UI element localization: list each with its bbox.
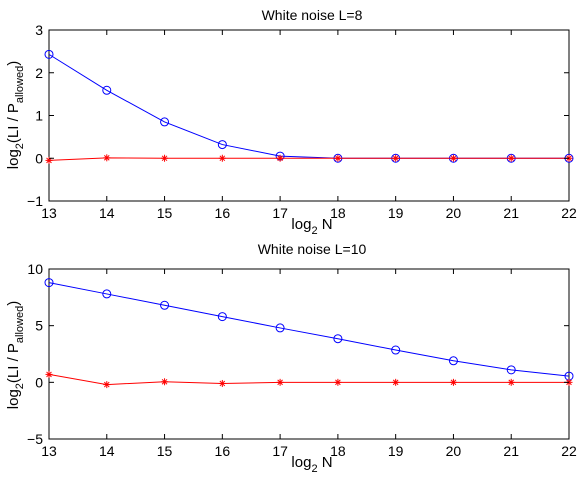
x-tick-label: 16 xyxy=(215,443,231,459)
series-2-point xyxy=(392,154,400,162)
series-1-point xyxy=(217,140,227,150)
y-tick-label: 5 xyxy=(35,318,43,334)
series-2-point xyxy=(276,378,284,386)
y-tick-label: 0 xyxy=(35,374,43,390)
x-tick-label: 21 xyxy=(503,205,519,221)
series-2-line xyxy=(48,373,569,386)
series-1-point xyxy=(102,289,112,299)
series-1-point xyxy=(391,345,401,355)
x-tick-label: 15 xyxy=(157,205,173,221)
series-2-point xyxy=(507,154,515,162)
y-tick-label: 10 xyxy=(27,261,43,277)
y-tick-label: 3 xyxy=(35,22,43,38)
series-2-point xyxy=(103,381,111,389)
subplot-2-xlabel: log2 N xyxy=(291,454,332,475)
y-tick-label: 1 xyxy=(35,108,43,124)
series-1-point xyxy=(160,117,170,127)
series-2-point xyxy=(392,378,400,386)
subplot-2-title: White noise L=10 xyxy=(258,241,367,257)
series-1-point xyxy=(102,85,112,95)
x-tick-label: 14 xyxy=(99,205,115,221)
x-tick-label: 22 xyxy=(561,205,577,221)
series-2-point xyxy=(334,154,342,162)
subplot-1-ylabel: log2(LI / Pallowed) xyxy=(5,61,26,169)
series-2-point xyxy=(218,154,226,162)
y-tick-label: −5 xyxy=(27,431,43,447)
series-1-line xyxy=(48,53,569,159)
series-1-point xyxy=(160,300,170,310)
series-1-point xyxy=(217,312,227,322)
subplot-1-xlabel: log2 N xyxy=(291,216,332,237)
x-tick-label: 21 xyxy=(503,443,519,459)
subplot-1-title: White noise L=8 xyxy=(262,7,363,23)
x-tick-label: 18 xyxy=(330,205,346,221)
y-tick-label: 0 xyxy=(35,150,43,166)
series-2-point xyxy=(334,378,342,386)
series-2-point xyxy=(276,154,284,162)
y-tick-label: 2 xyxy=(35,65,43,81)
series-1-point xyxy=(333,334,343,344)
series-1-point xyxy=(44,49,54,59)
x-tick-label: 14 xyxy=(99,443,115,459)
subplot-1: White noise L=8 13 14 15 16 17 18 19 20 21 22−101… xyxy=(5,7,577,237)
subplot-2-axes-box xyxy=(48,268,570,440)
series-1-point xyxy=(44,278,54,288)
x-tick-label: 18 xyxy=(330,443,346,459)
x-tick-label: 15 xyxy=(157,443,173,459)
series-1-line xyxy=(48,282,570,377)
x-tick-label: 17 xyxy=(272,205,288,221)
series-1-point xyxy=(506,365,516,375)
x-tick-label: 20 xyxy=(446,205,462,221)
x-tick-label: 19 xyxy=(388,443,404,459)
x-tick-label: 22 xyxy=(561,443,577,459)
x-tick-label: 13 xyxy=(41,205,57,221)
series-2-point xyxy=(507,378,515,386)
series-2-point xyxy=(449,378,457,386)
x-tick-label: 20 xyxy=(446,443,462,459)
x-tick-label: 19 xyxy=(388,205,404,221)
series-2-point xyxy=(161,378,169,386)
series-1-point xyxy=(275,323,285,333)
series-2-point xyxy=(449,154,457,162)
subplot-1-axes-box xyxy=(48,29,570,202)
series-2-point xyxy=(218,379,226,387)
y-tick-label: −1 xyxy=(27,193,43,209)
x-tick-label: 13 xyxy=(41,443,57,459)
subplot-2-ylabel: log2(LI / Pallowed) xyxy=(5,301,26,409)
x-tick-label: 17 xyxy=(272,443,288,459)
series-2-point xyxy=(103,154,111,162)
subplot-2: White noise L=10 13 14 15 16 17 18 19 20 21 22 −5 0… xyxy=(5,241,577,475)
series-2-line xyxy=(48,157,569,161)
series-1-point xyxy=(448,356,458,366)
x-tick-label: 16 xyxy=(215,205,231,221)
series-2-point xyxy=(161,154,169,162)
series-2-point xyxy=(45,370,53,378)
